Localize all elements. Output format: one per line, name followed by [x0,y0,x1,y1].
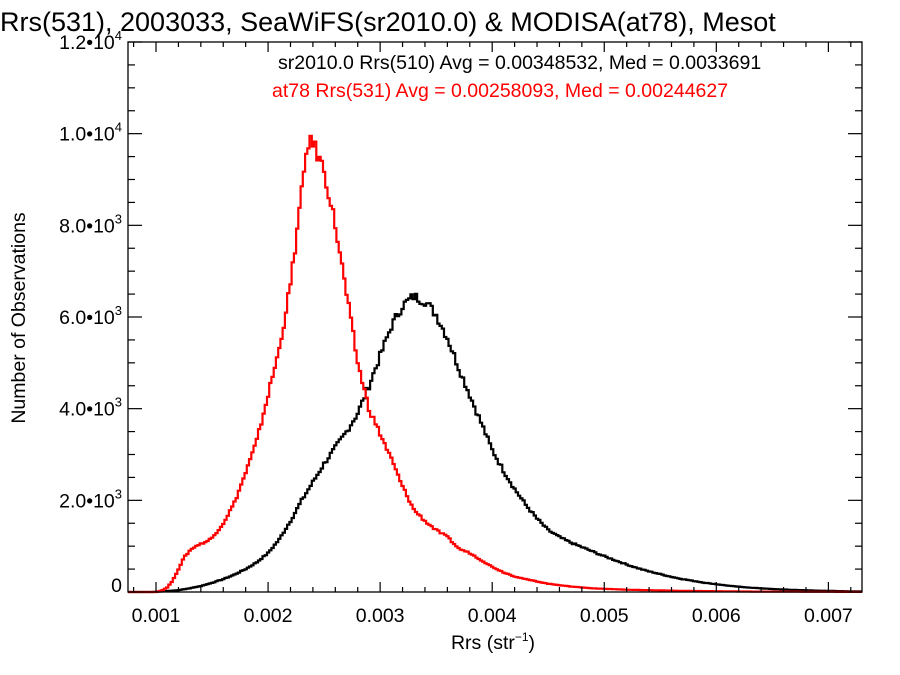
legend: sr2010.0 Rrs(510) Avg = 0.00348532, Med … [272,52,761,102]
legend-entry-black: sr2010.0 Rrs(510) Avg = 0.00348532, Med … [278,52,761,74]
x-tick-label: 0.003 [356,605,405,627]
x-tick-label: 0.002 [244,605,293,627]
y-tick-label: 4.0•103 [59,395,122,421]
x-tick-label: 0.005 [580,605,629,627]
y-tick-label: 1.2•104 [59,28,122,54]
x-tick-label: 0.006 [692,605,741,627]
x-axis-label-text: Rrs (str [451,632,515,654]
x-tick-label: 0.001 [132,605,181,627]
y-tick-label: 6.0•103 [59,303,122,329]
y-tick-label: 2.0•103 [59,486,122,512]
chart-title: Rrs(531), 2003033, SeaWiFS(sr2010.0) & M… [0,7,776,37]
x-axis-label-close: ) [529,632,536,654]
y-axis-label: Number of Observations [8,212,30,424]
x-tick-label: 0.007 [804,605,853,627]
plot-frame [127,41,863,593]
plot-area: 0.001 0.002 0.003 0.004 0.005 0.006 0.007 0 2.0•… [59,28,863,627]
series-line-0 [128,292,862,594]
x-tick-label: 0.004 [468,605,517,627]
x-axis-label-superscript: −1 [515,630,529,644]
y-tick-label: 8.0•103 [59,211,122,237]
legend-entry-red: at78 Rrs(531) Avg = 0.00258093, Med = 0.… [272,80,728,102]
series-line-1 [128,134,862,594]
x-axis-label: Rrs (str−1) [451,630,535,654]
y-tick-label: 0 [111,575,122,597]
y-tick-label: 1.0•104 [59,120,122,146]
